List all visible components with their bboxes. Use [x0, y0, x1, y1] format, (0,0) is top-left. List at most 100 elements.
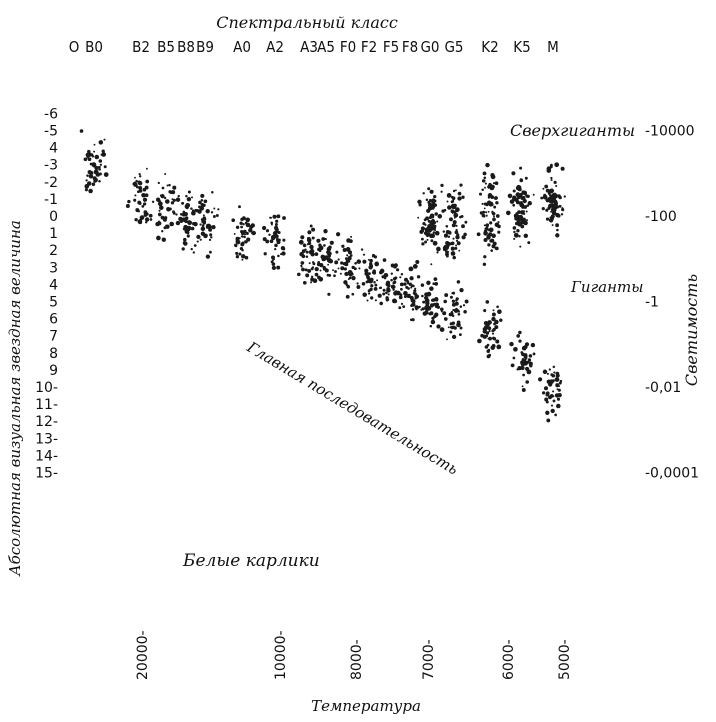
star-point	[557, 392, 562, 398]
star-point	[300, 265, 303, 268]
star-point	[454, 246, 458, 250]
star-point	[161, 230, 164, 233]
star-point	[420, 283, 425, 287]
star-point	[181, 212, 186, 217]
star-point	[191, 196, 193, 199]
star-point	[374, 299, 377, 302]
star-point	[516, 184, 521, 189]
star-point	[101, 149, 105, 153]
star-point	[516, 229, 520, 233]
star-point	[282, 216, 286, 220]
star-point	[420, 226, 425, 231]
star-point	[238, 205, 241, 209]
star-point	[492, 217, 496, 222]
star-point	[84, 183, 90, 189]
star-point	[457, 196, 462, 201]
star-point	[425, 303, 430, 308]
star-point	[163, 226, 167, 230]
star-point	[553, 371, 556, 374]
star-point	[98, 140, 104, 145]
star-point	[416, 275, 421, 279]
y-axis-label-right: Светимость	[682, 274, 701, 386]
star-point	[446, 200, 449, 203]
star-point	[246, 237, 251, 242]
star-point	[217, 208, 220, 211]
star-point	[554, 162, 560, 168]
star-point	[87, 157, 92, 162]
star-point	[210, 236, 213, 239]
star-point	[346, 254, 349, 257]
star-point	[341, 267, 345, 271]
star-point	[519, 178, 522, 181]
star-point	[542, 369, 548, 375]
spectral-class-label: G0	[420, 38, 439, 56]
star-point	[402, 305, 406, 308]
star-point	[556, 228, 559, 232]
star-point	[195, 209, 200, 213]
star-point	[142, 202, 147, 206]
star-point	[545, 217, 550, 221]
luminosity-tick-label: -1	[645, 295, 659, 311]
star-point	[555, 233, 560, 238]
star-point	[137, 200, 142, 205]
star-point	[301, 267, 305, 272]
star-point	[138, 173, 141, 176]
star-point	[165, 199, 170, 204]
star-point	[450, 312, 453, 315]
star-point	[157, 212, 162, 217]
star-point	[513, 232, 519, 238]
star-point	[386, 288, 391, 293]
star-point	[428, 203, 433, 207]
star-point	[213, 207, 216, 210]
spectral-class-label: B9	[196, 38, 214, 56]
star-point	[92, 176, 97, 181]
star-point	[327, 260, 331, 263]
star-points	[79, 129, 566, 423]
star-point	[494, 196, 498, 200]
star-point	[492, 241, 497, 246]
magnitude-tick-label: 8	[49, 346, 58, 362]
star-point	[550, 210, 553, 213]
star-point	[270, 221, 274, 225]
star-point	[371, 279, 374, 282]
star-point	[459, 305, 463, 308]
star-point	[418, 305, 421, 309]
star-point	[298, 239, 304, 245]
star-point	[560, 166, 565, 171]
magnitude-tick-label: 15-	[35, 466, 58, 482]
star-point	[132, 181, 137, 186]
star-point	[453, 220, 456, 223]
star-point	[526, 369, 532, 375]
star-point	[554, 212, 557, 216]
star-point	[556, 397, 561, 401]
star-point	[242, 223, 245, 226]
star-point	[103, 165, 107, 169]
star-point	[548, 368, 551, 371]
star-point	[371, 253, 376, 257]
star-point	[390, 272, 393, 275]
star-point	[488, 183, 492, 187]
star-point	[340, 261, 344, 265]
star-point	[182, 210, 186, 214]
star-point	[492, 327, 496, 332]
star-point	[487, 337, 490, 340]
star-point	[169, 221, 174, 227]
star-point	[263, 252, 267, 256]
star-point	[364, 271, 369, 276]
star-point	[421, 242, 425, 246]
star-point	[200, 193, 205, 198]
star-point	[540, 196, 544, 200]
star-point	[485, 211, 488, 214]
star-point	[211, 224, 216, 230]
star-point	[208, 227, 213, 232]
star-point	[522, 373, 525, 377]
star-point	[486, 354, 491, 359]
star-point	[440, 190, 443, 193]
star-point	[485, 223, 490, 227]
star-point	[550, 404, 554, 407]
star-point	[445, 242, 448, 245]
star-point	[181, 217, 186, 222]
star-point	[542, 187, 545, 190]
star-point	[451, 302, 456, 307]
star-point	[138, 181, 143, 186]
